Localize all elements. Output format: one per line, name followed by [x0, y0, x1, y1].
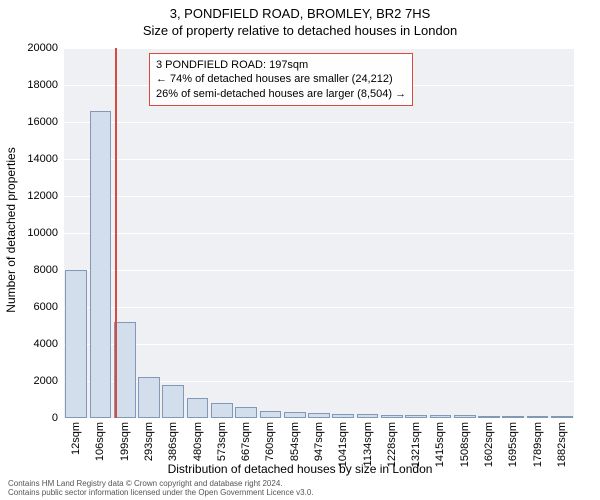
xtick-label: 1041sqm	[337, 422, 349, 467]
xtick-label: 1228sqm	[386, 422, 398, 467]
chart-container: 3, PONDFIELD ROAD, BROMLEY, BR2 7HS Size…	[0, 0, 600, 500]
histogram-bar	[357, 414, 379, 418]
histogram-bar	[308, 413, 330, 418]
plot-area: 0200040006000800010000120001400016000180…	[64, 48, 574, 418]
xtick-label: 293sqm	[143, 422, 155, 461]
annotation-box: 3 PONDFIELD ROAD: 197sqm← 74% of detache…	[149, 53, 413, 106]
xtick-label: 199sqm	[119, 422, 131, 461]
footer-line2: Contains public sector information licen…	[8, 489, 314, 498]
xtick-label: 386sqm	[167, 422, 179, 461]
histogram-bar	[187, 398, 209, 418]
histogram-bar	[90, 111, 112, 418]
histogram-bar	[478, 416, 500, 418]
histogram-bar	[138, 377, 160, 418]
xtick-label: 1695sqm	[507, 422, 519, 467]
xtick-label: 1134sqm	[362, 422, 374, 466]
xtick-label: 1882sqm	[556, 422, 568, 467]
xtick-label: 1602sqm	[483, 422, 495, 467]
gridline	[64, 344, 574, 345]
histogram-bar	[260, 411, 282, 418]
histogram-bar	[381, 415, 403, 418]
xtick-label: 1508sqm	[459, 422, 471, 467]
histogram-bar	[430, 415, 452, 418]
gridline	[64, 122, 574, 123]
histogram-bar	[551, 416, 573, 418]
histogram-bar	[527, 416, 549, 418]
gridline	[64, 159, 574, 160]
histogram-bar	[235, 407, 257, 418]
ytick-label: 14000	[27, 153, 58, 165]
ytick-label: 16000	[27, 116, 58, 128]
xtick-label: 12sqm	[70, 422, 82, 455]
property-marker-line	[115, 48, 117, 418]
gridline	[64, 196, 574, 197]
xtick-label: 106sqm	[94, 422, 106, 461]
chart-title-address: 3, PONDFIELD ROAD, BROMLEY, BR2 7HS	[0, 0, 600, 21]
ytick-label: 10000	[27, 227, 58, 239]
ytick-label: 6000	[34, 301, 58, 313]
xtick-label: 760sqm	[264, 422, 276, 461]
ytick-label: 8000	[34, 264, 58, 276]
footer-attribution: Contains HM Land Registry data © Crown c…	[8, 480, 314, 498]
ytick-label: 20000	[27, 42, 58, 54]
ytick-label: 18000	[27, 79, 58, 91]
ytick-label: 12000	[27, 190, 58, 202]
xtick-label: 573sqm	[216, 422, 228, 461]
histogram-bar	[114, 322, 136, 418]
gridline	[64, 307, 574, 308]
histogram-bar	[211, 403, 233, 418]
gridline	[64, 233, 574, 234]
histogram-bar	[284, 412, 306, 418]
xtick-label: 1789sqm	[532, 422, 544, 467]
gridline	[64, 418, 574, 419]
histogram-bar	[454, 415, 476, 418]
annotation-line: 26% of semi-detached houses are larger (…	[156, 87, 406, 101]
ytick-label: 0	[52, 412, 58, 424]
gridline	[64, 48, 574, 49]
xtick-label: 480sqm	[192, 422, 204, 461]
histogram-bar	[162, 385, 184, 418]
y-axis-label: Number of detached properties	[4, 147, 18, 312]
histogram-bar	[65, 270, 87, 418]
annotation-line: ← 74% of detached houses are smaller (24…	[156, 72, 406, 86]
xtick-label: 854sqm	[289, 422, 301, 461]
ytick-label: 2000	[34, 375, 58, 387]
histogram-bar	[332, 414, 354, 418]
ytick-label: 4000	[34, 338, 58, 350]
histogram-bar	[405, 415, 427, 418]
annotation-line: 3 PONDFIELD ROAD: 197sqm	[156, 58, 406, 72]
x-axis-label: Distribution of detached houses by size …	[168, 462, 433, 476]
xtick-label: 947sqm	[313, 422, 325, 461]
xtick-label: 1415sqm	[434, 422, 446, 467]
histogram-bar	[502, 416, 524, 418]
xtick-label: 1321sqm	[410, 422, 422, 467]
chart-title-subtitle: Size of property relative to detached ho…	[0, 21, 600, 38]
xtick-label: 667sqm	[240, 422, 252, 461]
gridline	[64, 270, 574, 271]
